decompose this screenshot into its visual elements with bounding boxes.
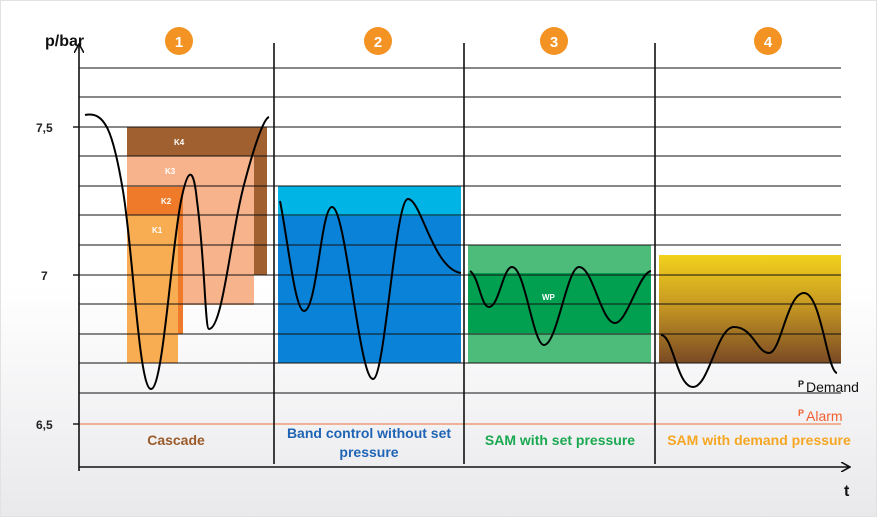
band-caption-line1: Band control without set — [287, 425, 451, 441]
k3-label: K3 — [165, 167, 176, 176]
sam-set-caption: SAM with set pressure — [485, 432, 635, 448]
k2-label: K2 — [161, 197, 172, 206]
sam-set-inner — [468, 273, 651, 333]
band-curve — [279, 197, 462, 381]
k4-label: K4 — [174, 138, 185, 147]
y-tick-label-7: 7 — [41, 269, 48, 283]
badge-2 — [364, 27, 392, 55]
sam-demand-region — [659, 255, 841, 363]
demand-legend: Demand — [806, 379, 859, 395]
y-axis-label: p/bar — [45, 33, 84, 50]
cascade-curve — [84, 113, 270, 391]
section-badges: 1 2 3 4 — [165, 27, 782, 55]
badge-1 — [165, 27, 193, 55]
badge-1-label: 1 — [175, 34, 183, 51]
k4-header — [127, 127, 267, 156]
band-caption-line2: pressure — [339, 444, 398, 460]
demand-prefix: P — [798, 379, 804, 389]
badge-4 — [754, 27, 782, 55]
wp-label: WP — [542, 293, 556, 302]
sam-demand-curve — [660, 291, 838, 389]
alarm-legend: Alarm — [806, 408, 843, 424]
badge-3 — [540, 27, 568, 55]
band-inner — [278, 216, 461, 363]
pressure-curves — [84, 113, 838, 391]
x-axis-label: t — [844, 483, 850, 500]
y-ticks — [73, 126, 79, 425]
k1-label: K1 — [152, 226, 163, 235]
badge-3-label: 3 — [550, 34, 558, 51]
alarm-prefix: P — [798, 408, 804, 418]
grid-lines — [79, 67, 841, 394]
sam-demand-caption: SAM with demand pressure — [667, 432, 851, 448]
badge-2-label: 2 — [374, 34, 382, 51]
badge-4-label: 4 — [764, 34, 773, 51]
cascade-caption: Cascade — [147, 432, 205, 448]
y-tick-label-6-5: 6,5 — [36, 418, 53, 432]
y-tick-label-7-5: 7,5 — [36, 121, 53, 135]
cascade-region — [127, 127, 267, 363]
sam-set-curve — [469, 265, 652, 347]
section-dividers — [273, 43, 656, 464]
